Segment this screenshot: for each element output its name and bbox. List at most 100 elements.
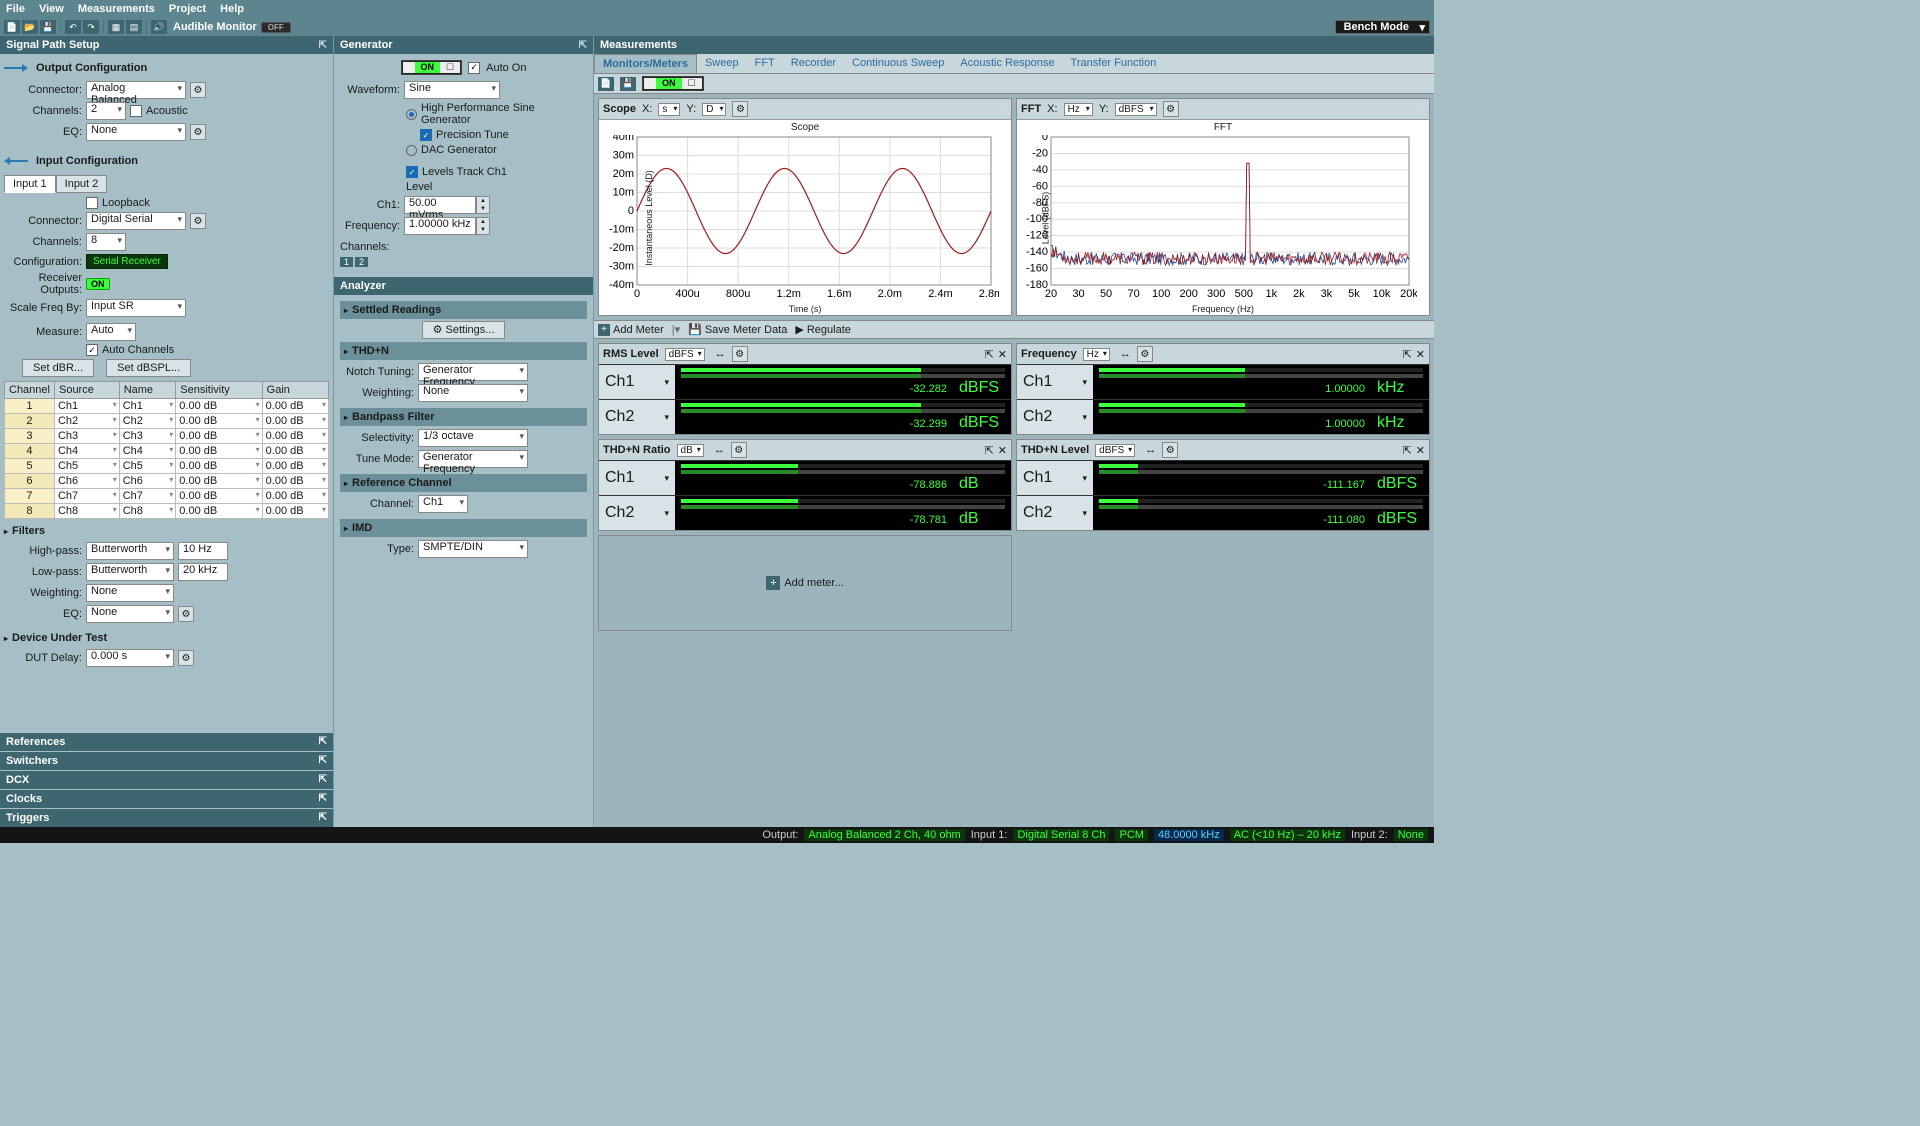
imd-type-select[interactable]: SMPTE/DIN bbox=[418, 540, 528, 558]
meter-unit-select[interactable]: Hz bbox=[1083, 348, 1110, 361]
tab-continuous-sweep[interactable]: Continuous Sweep bbox=[844, 54, 952, 73]
report-icon[interactable]: ▤ bbox=[126, 20, 142, 34]
in-channels-select[interactable]: 8 bbox=[86, 233, 126, 251]
table-row[interactable]: 4Ch4Ch40.00 dB0.00 dB bbox=[5, 444, 329, 459]
out-channels-select[interactable]: 2 bbox=[86, 102, 126, 120]
menu-help[interactable]: Help bbox=[220, 3, 244, 15]
table-row[interactable]: 8Ch8Ch80.00 dB0.00 dB bbox=[5, 504, 329, 519]
meter-pop-icon[interactable]: ⇱ bbox=[1403, 444, 1412, 457]
ref-channel-select[interactable]: Ch1 bbox=[418, 495, 468, 513]
fft-x-select[interactable]: Hz bbox=[1064, 103, 1093, 116]
selectivity-select[interactable]: 1/3 octave bbox=[418, 429, 528, 447]
tab-monitors-meters[interactable]: Monitors/Meters bbox=[594, 54, 697, 73]
meter-unit-select[interactable]: dB bbox=[677, 444, 704, 457]
meter-channel-select[interactable]: Ch2 bbox=[599, 400, 675, 434]
meter-channel-select[interactable]: Ch2 bbox=[599, 496, 675, 530]
ch1-level-input[interactable]: 50.00 mVrms bbox=[404, 196, 476, 214]
out-eq-gear-icon[interactable]: ⚙ bbox=[190, 124, 206, 140]
hp-val-input[interactable]: 10 Hz bbox=[178, 542, 228, 560]
bench-mode-select[interactable]: Bench Mode bbox=[1335, 20, 1430, 34]
collapsed-clocks[interactable]: Clocks⇱ bbox=[0, 790, 333, 808]
in-connector-select[interactable]: Digital Serial bbox=[86, 212, 186, 230]
ana-weighting-select[interactable]: None bbox=[418, 384, 528, 402]
out-eq-select[interactable]: None bbox=[86, 123, 186, 141]
scale-freq-select[interactable]: Input SR bbox=[86, 299, 186, 317]
ch1-up-icon[interactable]: ▲ bbox=[477, 197, 489, 205]
hp-type-select[interactable]: Butterworth bbox=[86, 542, 174, 560]
meter-channel-select[interactable]: Ch1 bbox=[1017, 365, 1093, 399]
set-dbspl-button[interactable]: Set dBSPL... bbox=[106, 359, 191, 377]
levels-track-checkbox[interactable] bbox=[406, 166, 418, 178]
out-connector-gear-icon[interactable]: ⚙ bbox=[190, 82, 206, 98]
save-icon[interactable]: 💾 bbox=[40, 20, 56, 34]
gen-ch1-badge[interactable]: 1 bbox=[340, 257, 353, 267]
menu-project[interactable]: Project bbox=[169, 3, 206, 15]
freq-up-icon[interactable]: ▲ bbox=[477, 218, 489, 226]
auto-channels-checkbox[interactable] bbox=[86, 344, 98, 356]
meter-gear-icon[interactable]: ⚙ bbox=[1137, 346, 1153, 362]
scope-pop-icon[interactable]: ⇱ bbox=[999, 104, 1007, 115]
add-meter-button[interactable]: +Add Meter bbox=[598, 324, 664, 336]
new-icon[interactable]: 📄 bbox=[4, 20, 20, 34]
fft-gear-icon[interactable]: ⚙ bbox=[1163, 101, 1179, 117]
gen-on-button[interactable]: ON☐ bbox=[401, 60, 463, 75]
table-row[interactable]: 5Ch5Ch50.00 dB0.00 dB bbox=[5, 459, 329, 474]
meter-gear-icon[interactable]: ⚙ bbox=[732, 346, 748, 362]
acoustic-checkbox[interactable] bbox=[130, 105, 142, 117]
loopback-checkbox[interactable] bbox=[86, 197, 98, 209]
gen-ch2-badge[interactable]: 2 bbox=[355, 257, 368, 267]
refch-header[interactable]: Reference Channel bbox=[340, 474, 587, 492]
meter-gear-icon[interactable]: ⚙ bbox=[1162, 442, 1178, 458]
tab-transfer-function[interactable]: Transfer Function bbox=[1063, 54, 1165, 73]
table-row[interactable]: 7Ch7Ch70.00 dB0.00 dB bbox=[5, 489, 329, 504]
settled-header[interactable]: Settled Readings bbox=[340, 301, 587, 319]
lp-val-input[interactable]: 20 kHz bbox=[178, 563, 228, 581]
detach-icon[interactable]: ⇱ bbox=[319, 40, 327, 51]
filter-eq-gear-icon[interactable]: ⚙ bbox=[178, 606, 194, 622]
freq-input[interactable]: 1.00000 kHz bbox=[404, 217, 476, 235]
meter-gear-icon[interactable]: ⚙ bbox=[731, 442, 747, 458]
meter-channel-select[interactable]: Ch1 bbox=[1017, 461, 1093, 495]
save-meter-button[interactable]: 💾 Save Meter Data bbox=[688, 323, 787, 336]
meter-channel-select[interactable]: Ch2 bbox=[1017, 496, 1093, 530]
tune-mode-select[interactable]: Generator Frequency bbox=[418, 450, 528, 468]
dut-gear-icon[interactable]: ⚙ bbox=[178, 650, 194, 666]
meter-close-icon[interactable]: ✕ bbox=[1416, 348, 1425, 361]
collapsed-dcx[interactable]: DCX⇱ bbox=[0, 771, 333, 789]
gen-detach-icon[interactable]: ⇱ bbox=[579, 40, 587, 51]
audible-off-badge[interactable]: OFF bbox=[261, 22, 291, 33]
speaker-icon[interactable]: 🔊 bbox=[151, 20, 167, 34]
auto-on-checkbox[interactable] bbox=[468, 62, 480, 74]
filters-header[interactable]: Filters bbox=[4, 519, 329, 539]
meter-pop-icon[interactable]: ⇱ bbox=[1403, 348, 1412, 361]
meter-pop-icon[interactable]: ⇱ bbox=[985, 444, 994, 457]
ch1-down-icon[interactable]: ▼ bbox=[477, 205, 489, 213]
collapsed-switchers[interactable]: Switchers⇱ bbox=[0, 752, 333, 770]
fft-y-select[interactable]: dBFS bbox=[1115, 103, 1157, 116]
dut-delay-input[interactable]: 0.000 s bbox=[86, 649, 174, 667]
dut-header[interactable]: Device Under Test bbox=[4, 626, 329, 646]
menu-file[interactable]: File bbox=[6, 3, 25, 15]
lp-type-select[interactable]: Butterworth bbox=[86, 563, 174, 581]
thdn-header[interactable]: THD+N bbox=[340, 342, 587, 360]
meter-channel-select[interactable]: Ch2 bbox=[1017, 400, 1093, 434]
meter-channel-select[interactable]: Ch1 bbox=[599, 365, 675, 399]
settings-button[interactable]: ⚙ Settings... bbox=[422, 321, 506, 339]
meter-unit-select[interactable]: dBFS bbox=[665, 348, 705, 361]
meas-on-button[interactable]: ON☐ bbox=[642, 76, 704, 91]
undo-icon[interactable]: ↶ bbox=[65, 20, 81, 34]
out-connector-select[interactable]: Analog Balanced bbox=[86, 81, 186, 99]
receiver-on-toggle[interactable]: ON bbox=[86, 278, 110, 290]
meter-close-icon[interactable]: ✕ bbox=[998, 444, 1007, 457]
meter-close-icon[interactable]: ✕ bbox=[1416, 444, 1425, 457]
freq-down-icon[interactable]: ▼ bbox=[477, 226, 489, 234]
scope-x-select[interactable]: s bbox=[658, 103, 680, 116]
regulate-button[interactable]: ▶ Regulate bbox=[795, 323, 851, 336]
collapsed-triggers[interactable]: Triggers⇱ bbox=[0, 809, 333, 827]
filter-eq-select[interactable]: None bbox=[86, 605, 174, 623]
set-dbr-button[interactable]: Set dBR... bbox=[22, 359, 94, 377]
fft-pop-icon[interactable]: ⇱ bbox=[1417, 104, 1425, 115]
add-meter-card[interactable]: +Add meter... bbox=[598, 535, 1012, 631]
notch-select[interactable]: Generator Frequency bbox=[418, 363, 528, 381]
meas-save-icon[interactable]: 💾 bbox=[620, 77, 636, 91]
